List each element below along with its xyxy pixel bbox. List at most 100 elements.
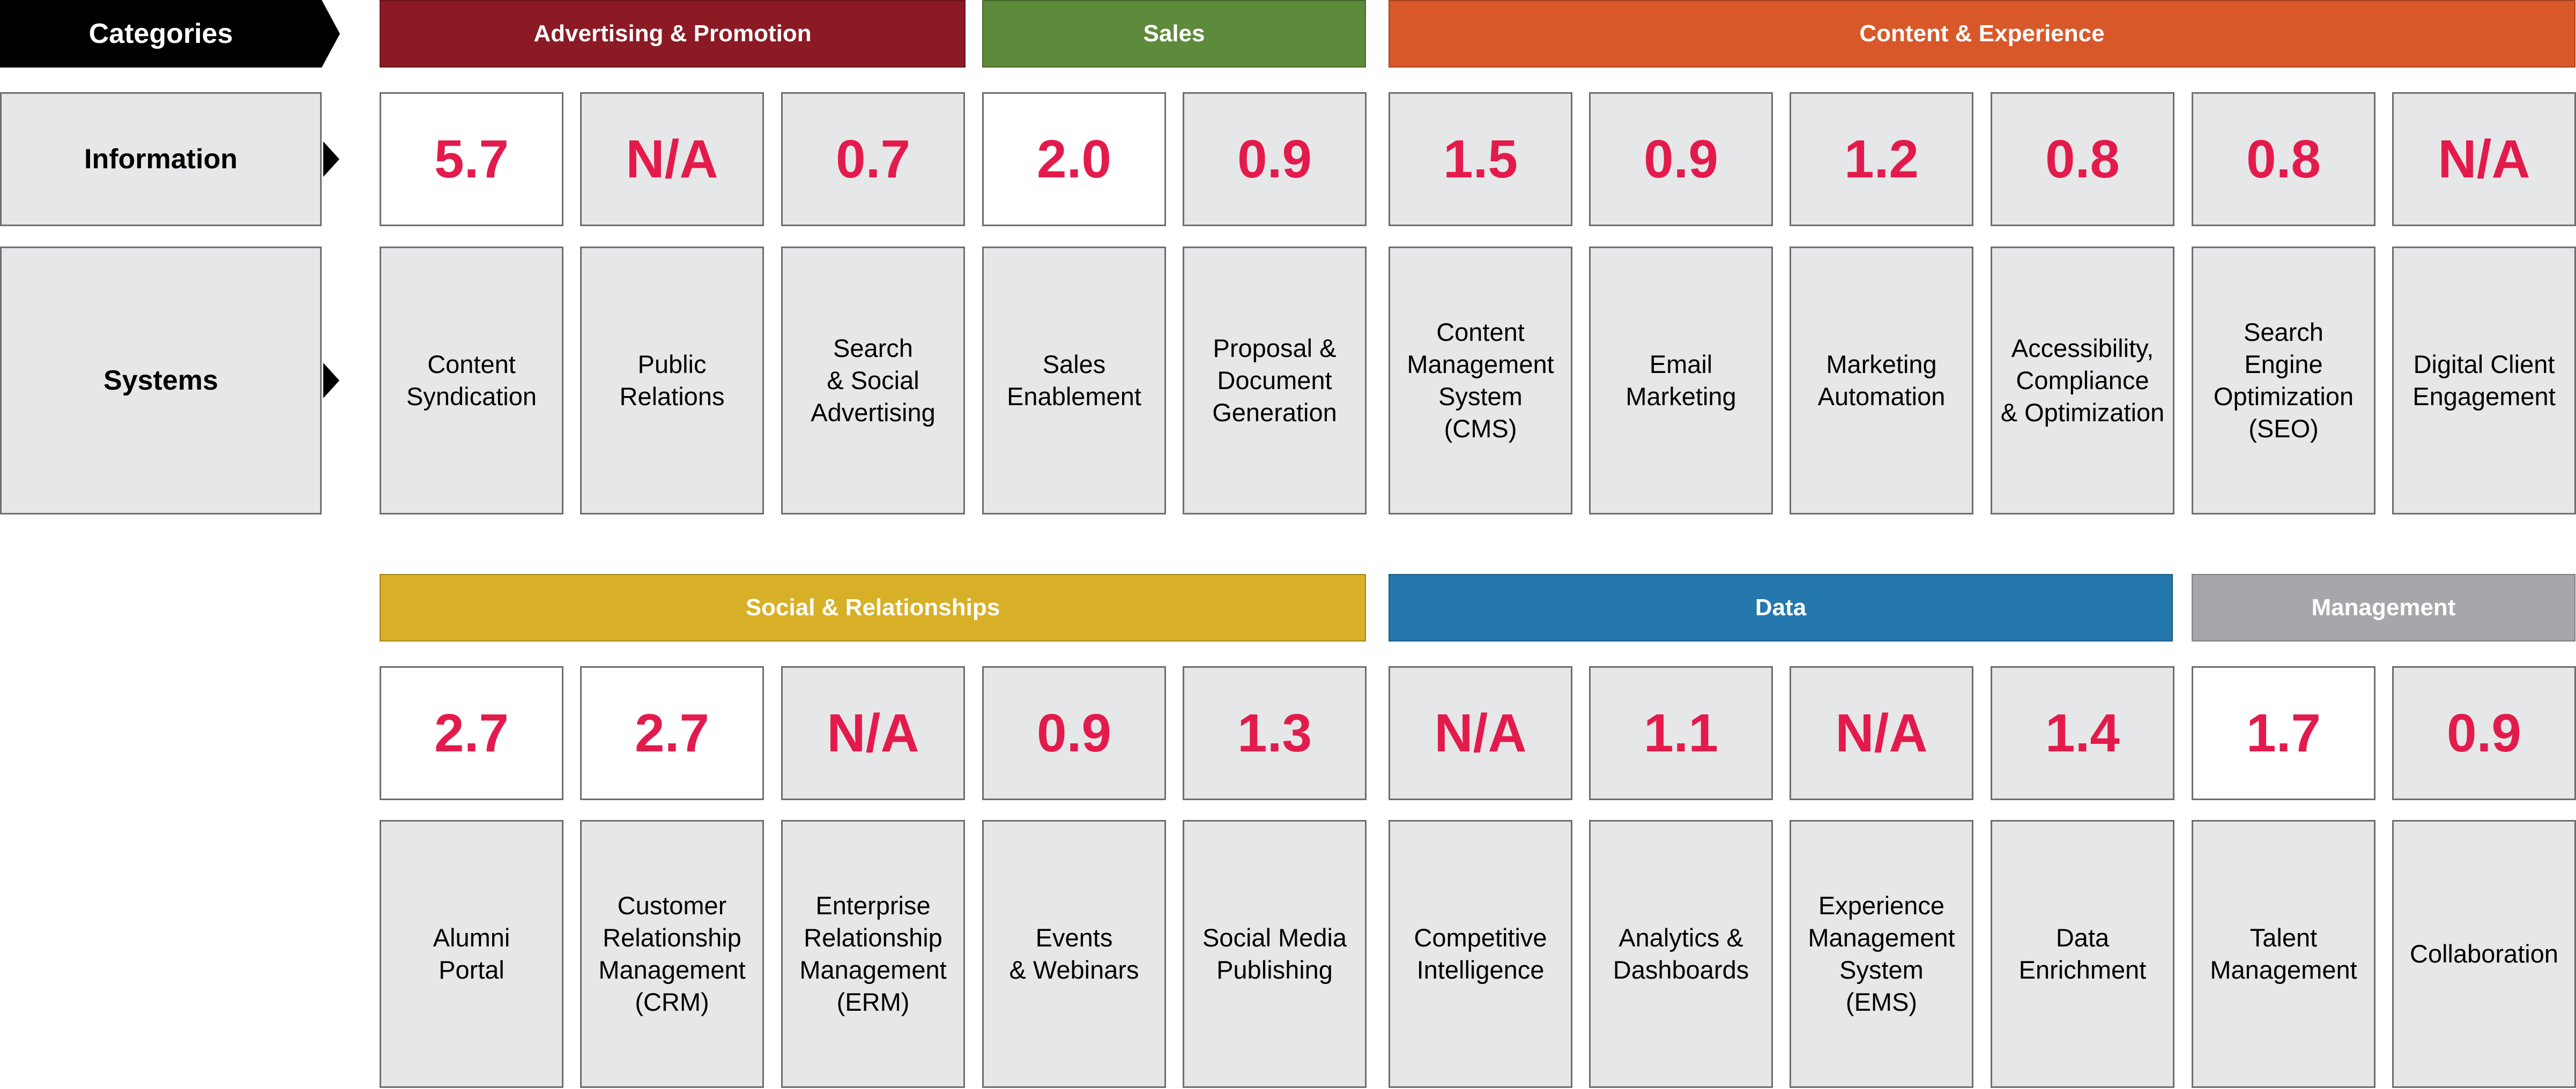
system-box: Sales Enablement [982, 247, 1166, 514]
value-text: 2.7 [434, 703, 509, 763]
categories-header: Categories [0, 0, 340, 68]
value-box: N/A [1790, 666, 1973, 800]
system-box: Marketing Automation [1790, 247, 1973, 514]
system-label: Analytics & Dashboards [1613, 923, 1749, 984]
value-text: 5.7 [434, 129, 509, 189]
value-text: 1.1 [1643, 703, 1718, 763]
value-box: 2.7 [380, 666, 563, 800]
system-label: Content Management System (CMS) [1407, 318, 1554, 443]
system-label: Customer Relationship Management (CRM) [598, 891, 746, 1016]
system-box: Proposal & Document Generation [1183, 247, 1367, 514]
value-box: 1.5 [1389, 92, 1572, 226]
value-box: N/A [1389, 666, 1572, 800]
systems-label: Systems [103, 365, 218, 396]
value-box: N/A [580, 92, 764, 226]
system-box: Talent Management [2192, 820, 2375, 1088]
system-box: Alumni Portal [380, 820, 563, 1088]
system-label: Search Engine Optimization (SEO) [2213, 318, 2354, 443]
system-box: Competitive Intelligence [1389, 820, 1572, 1088]
group-bar-advertising: Advertising & Promotion [380, 0, 966, 68]
value-box: 5.7 [380, 92, 563, 226]
system-label: Collaboration [2410, 939, 2558, 968]
arrow-right-icon [323, 363, 339, 398]
value-text: N/A [2438, 129, 2530, 189]
value-text: 1.4 [2045, 703, 2120, 763]
system-label: Accessibility, Compliance & Optimization [2000, 334, 2165, 427]
system-label: Competitive Intelligence [1414, 923, 1547, 984]
system-box: Public Relations [580, 247, 764, 514]
group-bar-data: Data [1389, 574, 2173, 642]
value-box: 1.4 [1991, 666, 2174, 800]
system-label: Digital Client Engagement [2412, 350, 2556, 411]
system-box: Digital Client Engagement [2392, 247, 2576, 514]
system-label: Data Enrichment [2018, 923, 2147, 984]
value-text: 2.0 [1036, 129, 1111, 189]
systems-row-label: Systems [0, 247, 339, 514]
system-box: Experience Management System (EMS) [1790, 820, 1973, 1088]
system-label: Email Marketing [1625, 350, 1736, 411]
value-text: N/A [1434, 703, 1527, 763]
value-box: 1.1 [1589, 666, 1773, 800]
system-box: Content Syndication [380, 247, 563, 514]
system-box: Social Media Publishing [1183, 820, 1367, 1088]
system-label: Events & Webinars [1009, 923, 1139, 984]
system-label: Content Syndication [406, 350, 537, 411]
group-bar-content: Content & Experience [1389, 0, 2575, 68]
group-label: Advertising & Promotion [533, 20, 812, 47]
group-bar-management: Management [2192, 574, 2575, 642]
value-text: 1.5 [1443, 129, 1518, 189]
system-label: Talent Management [2210, 923, 2357, 984]
group-label: Social & Relationships [745, 594, 1000, 621]
value-box: 0.8 [2192, 92, 2375, 226]
system-label: Alumni Portal [433, 923, 510, 984]
value-box: 0.9 [2392, 666, 2576, 800]
group-label: Content & Experience [1859, 20, 2105, 47]
value-text: 0.9 [1643, 129, 1718, 189]
system-label: Sales Enablement [1007, 350, 1141, 411]
system-box: Collaboration [2392, 820, 2576, 1088]
value-text: 1.2 [1844, 129, 1919, 189]
group-label: Data [1755, 594, 1807, 621]
group-label: Management [2311, 594, 2456, 621]
value-text: 1.3 [1237, 703, 1312, 763]
value-text: N/A [626, 129, 718, 189]
value-box: 0.9 [1589, 92, 1773, 226]
system-box: Events & Webinars [982, 820, 1166, 1088]
value-text: 0.9 [2446, 703, 2521, 763]
group-bar-sales: Sales [982, 0, 1366, 68]
system-label: Experience Management System (EMS) [1808, 891, 1955, 1016]
value-text: 0.9 [1036, 703, 1111, 763]
value-text: 0.7 [835, 129, 910, 189]
system-box: Analytics & Dashboards [1589, 820, 1773, 1088]
system-box: Content Management System (CMS) [1389, 247, 1572, 514]
system-box: Enterprise Relationship Management (ERM) [781, 820, 965, 1088]
value-box: 0.9 [1183, 92, 1367, 226]
information-label: Information [84, 144, 237, 175]
value-box: 0.9 [982, 666, 1166, 800]
value-box: 1.7 [2192, 666, 2375, 800]
value-box: 2.7 [580, 666, 764, 800]
value-text: N/A [1835, 703, 1928, 763]
system-box: Accessibility, Compliance & Optimization [1991, 247, 2174, 514]
value-text: 0.8 [2246, 129, 2321, 189]
value-box: 1.3 [1183, 666, 1367, 800]
value-text: 0.9 [1237, 129, 1312, 189]
system-label: Enterprise Relationship Management (ERM) [799, 891, 947, 1016]
system-box: Customer Relationship Management (CRM) [580, 820, 764, 1088]
system-box: Email Marketing [1589, 247, 1773, 514]
system-label: Marketing Automation [1817, 350, 1946, 411]
system-label: Public Relations [619, 350, 725, 411]
value-text: 0.8 [2045, 129, 2120, 189]
group-bar-social: Social & Relationships [380, 574, 1366, 642]
system-label: Social Media Publishing [1202, 923, 1347, 984]
system-box: Search Engine Optimization (SEO) [2192, 247, 2375, 514]
value-box: 1.2 [1790, 92, 1973, 226]
value-text: 1.7 [2246, 703, 2321, 763]
value-text: 2.7 [634, 703, 709, 763]
system-box: Data Enrichment [1991, 820, 2174, 1088]
system-label: Proposal & Document Generation [1212, 334, 1337, 427]
value-box: N/A [781, 666, 965, 800]
value-box: 0.8 [1991, 92, 2174, 226]
system-box: Search & Social Advertising [781, 247, 965, 514]
